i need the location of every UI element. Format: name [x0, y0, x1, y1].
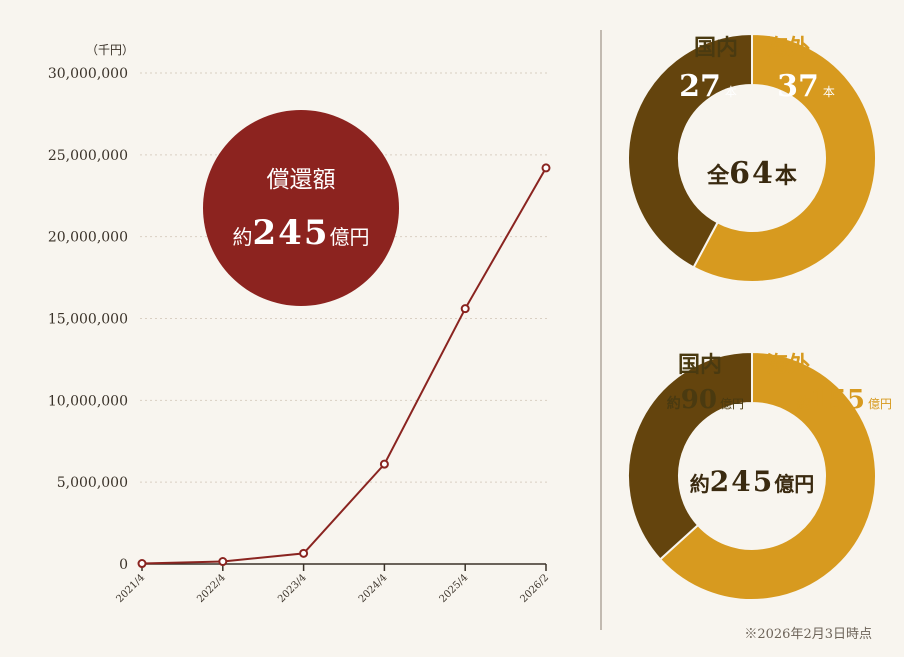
donut-count-overseas-number: 37 [777, 69, 819, 104]
data-point [379, 459, 389, 469]
donut-amount-domestic-name: 国内 [678, 353, 722, 378]
x-tick-label: 2026/2 [518, 572, 551, 605]
donut-count-domestic-name: 国内 [694, 36, 738, 61]
callout-value: 約245億円 [233, 213, 370, 253]
donut-amount-overseas-unit: 億円 [868, 397, 892, 411]
donut-amount-domestic-number: 90 [681, 385, 717, 415]
x-tick-label: 2024/4 [357, 572, 390, 605]
x-axis: 2021/4 2022/4 2023/4 2024/4 2025/4 2026/2 [114, 563, 551, 605]
data-point [541, 163, 551, 173]
donut-amount-overseas-value: 約155 億円 [797, 385, 892, 415]
callout-prefix: 約 [233, 225, 253, 249]
y-axis-unit-label: （千円） [86, 43, 134, 57]
callout-title: 償還額 [267, 167, 336, 193]
donut-count-total-unit: 本 [775, 164, 797, 189]
y-tick-label: 10,000,000 [48, 393, 128, 409]
y-tick-label: 30,000,000 [48, 66, 128, 82]
donut-amount-domestic-unit: 億円 [720, 397, 744, 411]
gridlines [140, 72, 548, 483]
donut-amount-total-prefix: 約 [690, 472, 710, 496]
donut-count-total-prefix: 全 [706, 163, 730, 189]
series-line [137, 163, 551, 569]
total-redemption-callout: 償還額 約245億円 [203, 110, 399, 306]
donut-count-slices [627, 32, 877, 283]
donut-slice [627, 350, 753, 561]
donut-amount-slices [627, 350, 877, 601]
series-polyline [141, 167, 547, 565]
donut-amount-domestic-prefix: 約 [667, 395, 681, 412]
donut-count-overseas-value: 37 本 [777, 69, 835, 104]
donut-amount-overseas-number: 155 [811, 385, 865, 415]
donut-count-total-number: 64 [729, 156, 775, 191]
data-point [218, 557, 228, 567]
x-tick-label: 2022/4 [195, 572, 228, 605]
donut-amount-total-number: 245 [710, 465, 774, 498]
y-tick-label: 20,000,000 [48, 230, 128, 246]
donut-chart-amount: 国内 約90 億円 海外 約155 億円 約245億円 [627, 350, 892, 601]
donut-count-total: 全64本 [706, 156, 797, 191]
callout-circle [203, 110, 399, 306]
donut-amount-total: 約245億円 [690, 465, 814, 498]
data-point [299, 548, 309, 558]
callout-unit: 億円 [329, 225, 369, 249]
donut-slice [627, 32, 753, 269]
donut-slice [658, 350, 877, 601]
donut-count-overseas-unit: 本 [823, 85, 835, 99]
callout-number: 245 [253, 213, 330, 253]
x-tick-label: 2021/4 [114, 572, 147, 605]
x-tick-label: 2025/4 [438, 572, 471, 605]
donut-amount-overseas-prefix: 約 [797, 395, 811, 412]
donut-amount-overseas-name: 海外 [766, 352, 810, 378]
y-tick-label: 15,000,000 [48, 312, 128, 328]
data-point [137, 559, 147, 569]
footnote: ※2026年2月3日時点 [744, 627, 872, 642]
donut-count-domestic-value: 27 本 [679, 69, 737, 104]
donut-chart-count: 国内 27 本 海外 37 本 全64本 [627, 32, 877, 283]
data-point [460, 304, 470, 314]
donut-count-domestic-unit: 本 [725, 85, 737, 99]
y-tick-label: 0 [119, 557, 128, 573]
donut-count-domestic-number: 27 [679, 69, 721, 104]
y-tick-label: 25,000,000 [48, 148, 128, 164]
x-tick-label: 2023/4 [276, 572, 309, 605]
donut-slice [692, 32, 877, 283]
donut-amount-total-unit: 億円 [774, 472, 814, 496]
donut-amount-domestic-value: 約90 億円 [667, 385, 744, 415]
y-tick-label: 5,000,000 [57, 475, 128, 491]
donut-count-overseas-name: 海外 [766, 35, 810, 61]
y-axis-ticks: 0 5,000,000 10,000,000 15,000,000 20,000,000… [48, 66, 128, 573]
